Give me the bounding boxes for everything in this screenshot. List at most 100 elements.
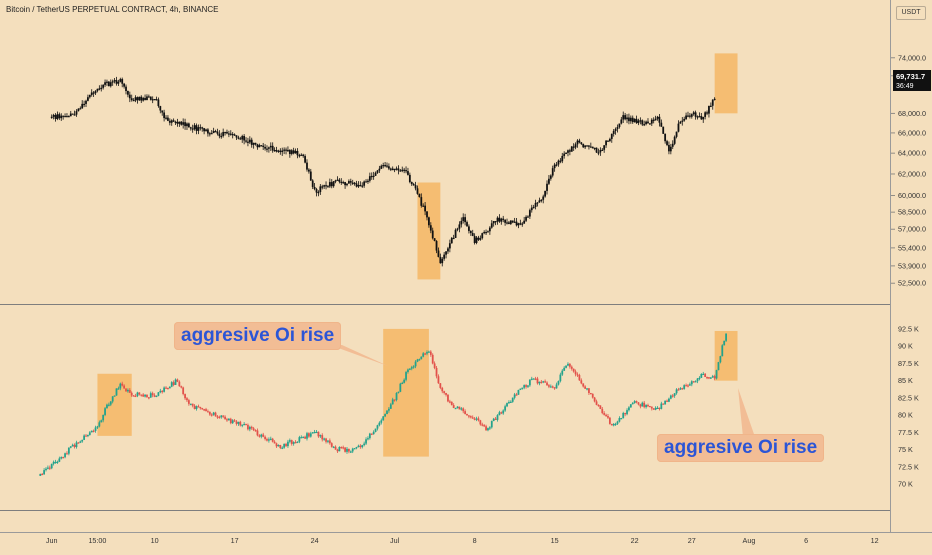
oi-bar-body bbox=[71, 444, 74, 447]
price-candle-body bbox=[344, 182, 346, 186]
oi-bar-body bbox=[252, 428, 255, 431]
oi-bar-body bbox=[311, 432, 314, 434]
oi-bar-body bbox=[506, 403, 508, 407]
price-candle-body bbox=[66, 116, 68, 118]
price-candle-body bbox=[338, 179, 341, 182]
oi-bar-body bbox=[473, 418, 476, 420]
price-candle-body bbox=[334, 180, 337, 182]
oi-bar-body bbox=[683, 385, 686, 389]
price-candle-body bbox=[340, 181, 343, 183]
oi-axis-label: 80 K bbox=[898, 411, 913, 420]
oi-bar-body bbox=[407, 369, 409, 373]
price-candle-body bbox=[319, 186, 322, 192]
oi-bar-body bbox=[56, 461, 59, 463]
price-candle-body bbox=[420, 197, 423, 206]
oi-bar-body bbox=[641, 402, 644, 407]
price-candle-body bbox=[292, 150, 295, 154]
price-candle-body bbox=[144, 97, 146, 101]
oi-bar-body bbox=[374, 428, 377, 432]
oi-bar-body bbox=[599, 405, 602, 409]
oi-bar-body bbox=[426, 352, 428, 354]
price-axis-label: 53,900.0 bbox=[898, 261, 926, 270]
oi-bar-body bbox=[147, 397, 150, 399]
oi-bar-body bbox=[706, 377, 708, 379]
oi-bar-body bbox=[106, 404, 108, 409]
oi-bar-body bbox=[241, 424, 244, 426]
price-axis-label: 52,500.0 bbox=[898, 279, 926, 288]
price-candle-body bbox=[106, 81, 108, 83]
oi-bar-body bbox=[279, 445, 282, 448]
right-callout-arrow bbox=[738, 388, 755, 437]
price-candle-body bbox=[418, 193, 421, 198]
oi-bar-body bbox=[184, 394, 186, 399]
price-candle-body bbox=[435, 240, 438, 251]
price-candle-body bbox=[612, 130, 615, 134]
oi-bar-body bbox=[540, 381, 543, 383]
price-candle-body bbox=[307, 169, 310, 172]
oi-bar-body bbox=[681, 388, 684, 390]
price-candle-body bbox=[574, 144, 577, 148]
price-candle-body bbox=[445, 251, 447, 255]
oi-bar-body bbox=[231, 420, 234, 424]
price-candle-body bbox=[536, 202, 539, 204]
price-candle-body bbox=[431, 230, 434, 239]
oi-bar-body bbox=[582, 383, 585, 387]
oi-bar-body bbox=[422, 353, 425, 357]
oi-bar-body bbox=[717, 362, 720, 371]
oi-bar-body bbox=[273, 441, 276, 444]
oi-bar-body bbox=[692, 381, 695, 383]
price-candle-body bbox=[650, 119, 653, 124]
oi-bar-body bbox=[250, 426, 253, 429]
price-axis-label: 62,000.0 bbox=[898, 169, 926, 178]
price-candle-body bbox=[96, 88, 99, 91]
price-candle-body bbox=[79, 108, 82, 110]
price-candle-body bbox=[380, 165, 383, 169]
oi-bar-body bbox=[239, 421, 242, 426]
oi-bar-body bbox=[525, 385, 527, 387]
price-candle-body bbox=[648, 123, 651, 125]
oi-bar-body bbox=[551, 386, 554, 388]
price-candle-body bbox=[287, 149, 289, 152]
price-candle-body bbox=[393, 168, 396, 171]
oi-bar-body bbox=[351, 448, 354, 452]
oi-bar-body bbox=[414, 361, 417, 367]
price-candle-body bbox=[241, 136, 244, 140]
price-candle-body bbox=[580, 142, 583, 144]
price-candle-body bbox=[509, 220, 512, 224]
oi-axis-label: 82.5 K bbox=[898, 393, 919, 402]
oi-bar-body bbox=[309, 433, 312, 437]
left-callout-arrow bbox=[330, 345, 388, 366]
oi-bar-body bbox=[365, 439, 367, 444]
oi-bar-body bbox=[538, 381, 541, 384]
oi-bar-body bbox=[433, 363, 436, 368]
price-candle-body bbox=[500, 218, 503, 222]
price-candle-body bbox=[407, 171, 409, 175]
oi-bar-body bbox=[612, 424, 615, 426]
oi-bar-body bbox=[336, 449, 339, 452]
price-candle-body bbox=[374, 172, 377, 176]
price-candle-body bbox=[443, 254, 446, 259]
oi-bar-body bbox=[492, 418, 495, 422]
time-axis-label: Jun bbox=[46, 536, 58, 545]
price-candle-body bbox=[595, 147, 598, 153]
price-candle-body bbox=[399, 170, 402, 172]
currency-selector[interactable]: USDT bbox=[896, 6, 926, 20]
oi-bar-body bbox=[193, 405, 196, 410]
price-candle-body bbox=[515, 221, 518, 226]
price-candle-body bbox=[492, 221, 495, 224]
oi-bar-body bbox=[393, 399, 396, 401]
price-candle-body bbox=[605, 140, 607, 146]
oi-bar-body bbox=[530, 378, 533, 380]
oi-bar-body bbox=[607, 416, 609, 418]
price-candle-body bbox=[607, 140, 609, 142]
price-candle-body bbox=[688, 115, 691, 117]
oi-bar-body bbox=[673, 393, 676, 396]
oi-bar-body bbox=[66, 453, 68, 455]
oi-bar-body bbox=[388, 408, 390, 411]
price-axis-label: 64,000.0 bbox=[898, 149, 926, 158]
time-axis-label: 17 bbox=[231, 536, 239, 545]
price-candle-body bbox=[138, 96, 141, 101]
oi-bar-body bbox=[704, 373, 707, 378]
oi-bar-body bbox=[378, 422, 381, 426]
price-candle-body bbox=[328, 182, 331, 187]
